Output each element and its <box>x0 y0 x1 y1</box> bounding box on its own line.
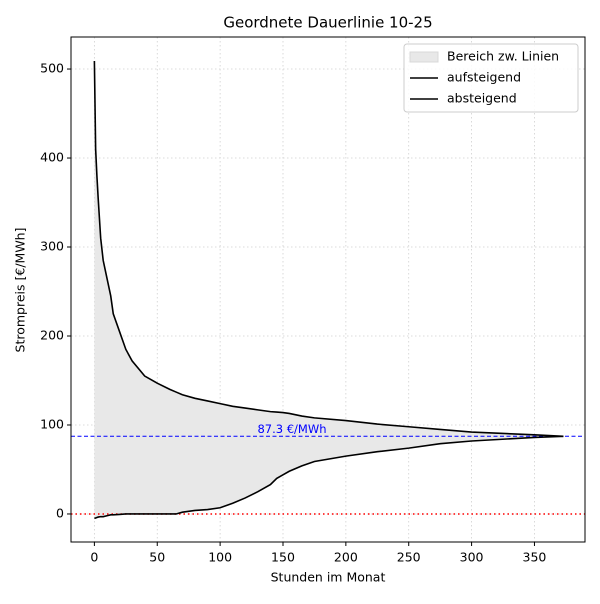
series-line <box>93 61 564 438</box>
series-line <box>94 435 564 520</box>
y-tick-label: 0 <box>56 505 64 520</box>
plot-frame <box>70 36 586 543</box>
fill-area <box>94 61 564 519</box>
y-tick-label: 100 <box>40 416 64 431</box>
y-tick-label: 500 <box>40 61 64 76</box>
x-tick-label: 100 <box>208 550 232 565</box>
chart-title: Geordnete Dauerlinie 10-25 <box>223 14 432 32</box>
x-tick-label: 300 <box>460 550 484 565</box>
x-tick-label: 50 <box>149 550 165 565</box>
legend-label: aufsteigend <box>447 70 521 85</box>
x-tick-label: 250 <box>397 550 421 565</box>
x-tick-label: 150 <box>271 550 295 565</box>
legend-box <box>403 43 579 113</box>
y-tick-label: 200 <box>40 327 64 342</box>
legend-swatch <box>409 51 439 63</box>
y-tick-label: 300 <box>40 239 64 254</box>
legend: Bereich zw. Linien aufsteigend absteigend <box>403 43 579 113</box>
x-tick-label: 0 <box>90 550 98 565</box>
y-tick-label: 400 <box>40 150 64 165</box>
legend-label: absteigend <box>447 91 517 106</box>
legend-label: Bereich zw. Linien <box>447 49 559 64</box>
x-tick-label: 200 <box>334 550 358 565</box>
mean-label: 87.3 €/MWh <box>257 422 326 436</box>
x-axis-label: Stunden im Monat <box>271 570 386 585</box>
x-tick-label: 350 <box>523 550 547 565</box>
y-axis-label: Strompreis [€/MWh] <box>13 228 28 353</box>
